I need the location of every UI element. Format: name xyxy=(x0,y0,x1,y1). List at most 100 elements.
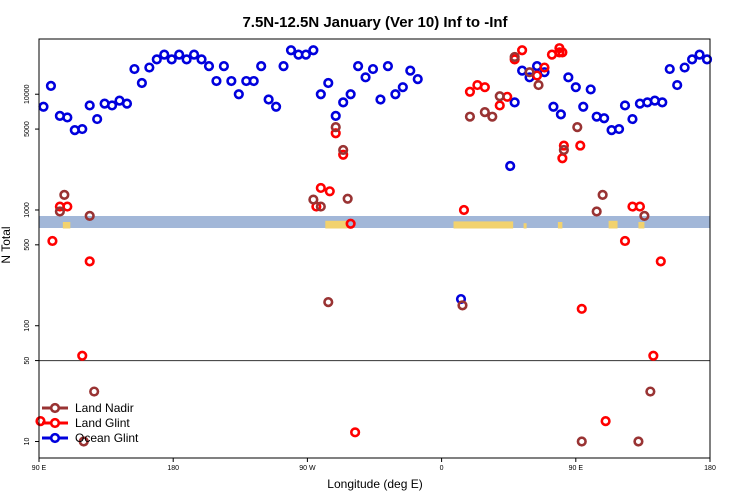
chart-title: 7.5N-12.5N January (Ver 10) Inf to -Inf xyxy=(242,14,508,31)
y-tick-label: 1000 xyxy=(24,202,31,218)
land-glint-point xyxy=(619,235,631,247)
land-nadir-point xyxy=(524,67,535,78)
ocean-glint-point xyxy=(390,89,401,100)
ocean-glint-point xyxy=(92,113,103,125)
ocean-glint-point xyxy=(77,123,88,135)
land-nadir-point xyxy=(591,206,602,217)
ocean-glint-point xyxy=(136,77,147,89)
x-tick-label: 90 E xyxy=(569,465,584,472)
land-glint-point xyxy=(77,350,88,361)
ocean-glint-point xyxy=(174,49,185,60)
ocean-glint-point xyxy=(278,60,289,72)
land-glint-point xyxy=(558,140,569,151)
ocean-glint-point xyxy=(367,63,379,75)
land-nadir-point xyxy=(338,144,349,156)
land-glint-point xyxy=(576,303,587,314)
ocean-glint-point xyxy=(352,60,364,72)
ocean-glint-point xyxy=(509,97,520,108)
land-glint-point xyxy=(539,62,550,73)
x-axis-label: Longitude (deg E) xyxy=(327,477,422,491)
plot-frame xyxy=(38,38,711,459)
land-glint-point xyxy=(517,45,528,56)
ocean-glint-point xyxy=(233,89,244,100)
land-nadir-point xyxy=(494,91,505,102)
ocean-glint-point xyxy=(129,63,140,75)
land-glint-point xyxy=(464,86,476,97)
land-patch xyxy=(608,220,618,229)
ocean-glint-point xyxy=(701,54,713,65)
ocean-glint-point xyxy=(585,84,596,95)
land-glint-point xyxy=(345,218,356,229)
ocean-glint-point xyxy=(405,65,416,76)
ocean-glint-point xyxy=(159,49,170,60)
land-glint-point xyxy=(600,416,611,427)
x-tick-label: 180 xyxy=(704,465,716,472)
ocean-glint-point xyxy=(330,110,341,121)
axes-layer: 90 E 180 90 W 0 90 E 180 10 50 100 500 1000 5000 100… xyxy=(24,38,716,472)
land-nadir-point xyxy=(84,210,95,221)
ocean-glint-point xyxy=(45,80,57,92)
ocean-glint-point xyxy=(188,49,200,60)
land-glint-point xyxy=(575,140,586,151)
ocean-glint-point xyxy=(323,77,334,89)
y-tick-label: 100 xyxy=(24,320,31,332)
ocean-glint-point xyxy=(505,160,516,172)
land-nadir-point xyxy=(330,122,341,133)
land-glint-point xyxy=(84,256,95,267)
ocean-glint-point xyxy=(106,100,118,111)
x-tick-label: 0 xyxy=(440,465,444,472)
land-patch xyxy=(453,221,514,229)
ocean-glint-point xyxy=(599,113,610,124)
ocean-glint-point xyxy=(300,49,312,60)
ocean-glint-point xyxy=(62,112,73,123)
ocean-glint-point xyxy=(412,74,423,85)
ocean-glint-point xyxy=(218,60,229,72)
land-nadir-point xyxy=(78,436,89,447)
land-glint-point xyxy=(35,416,46,427)
land-patch xyxy=(325,220,348,229)
map-strip-layer xyxy=(39,216,710,229)
land-nadir-point xyxy=(457,300,468,311)
ocean-glint-point xyxy=(38,101,49,112)
ocean-glint-point xyxy=(211,75,222,87)
ocean-glint-point xyxy=(627,113,638,125)
land-glint-point xyxy=(338,149,349,160)
land-glint-point xyxy=(62,201,73,212)
ocean-glint-point xyxy=(360,72,371,83)
ocean-glint-point xyxy=(121,98,133,109)
ocean-glint-point xyxy=(694,49,705,60)
land-glint-point xyxy=(479,82,490,93)
land-nadir-point xyxy=(639,210,650,221)
ocean-glint-point xyxy=(285,45,297,56)
ocean-glint-point xyxy=(672,79,683,91)
ocean-glint-point xyxy=(382,60,394,72)
land-nadir-point xyxy=(533,79,544,91)
ocean-glint-point xyxy=(196,54,207,65)
land-glint-point xyxy=(557,153,568,164)
ocean-glint-point xyxy=(345,89,356,100)
ocean-glint-point xyxy=(308,45,319,56)
land-nadir-point xyxy=(308,194,319,205)
ocean-glint-point xyxy=(664,63,675,75)
land-nadir-point xyxy=(487,111,498,122)
land-nadir-point xyxy=(59,189,70,200)
ocean-glint-point xyxy=(375,94,386,105)
y-axis-label: N Total xyxy=(0,226,13,263)
land-glint-point xyxy=(330,128,341,139)
ocean-glint-point xyxy=(248,75,259,87)
ocean-glint-point xyxy=(578,101,589,112)
ocean-strip xyxy=(39,216,710,228)
y-tick-label: 50 xyxy=(24,357,31,365)
legend-label-land-nadir: Land Nadir xyxy=(75,401,134,415)
y-tick-label: 10000 xyxy=(24,84,31,104)
land-nadir-point xyxy=(54,206,65,217)
land-glint-point xyxy=(458,204,470,216)
land-patch xyxy=(523,223,527,229)
y-tick-label: 5000 xyxy=(24,121,31,137)
ocean-glint-point xyxy=(555,109,566,120)
ocean-glint-point xyxy=(263,94,274,105)
legend-marker-land-glint xyxy=(49,417,61,429)
land-nadir-point xyxy=(479,107,490,118)
